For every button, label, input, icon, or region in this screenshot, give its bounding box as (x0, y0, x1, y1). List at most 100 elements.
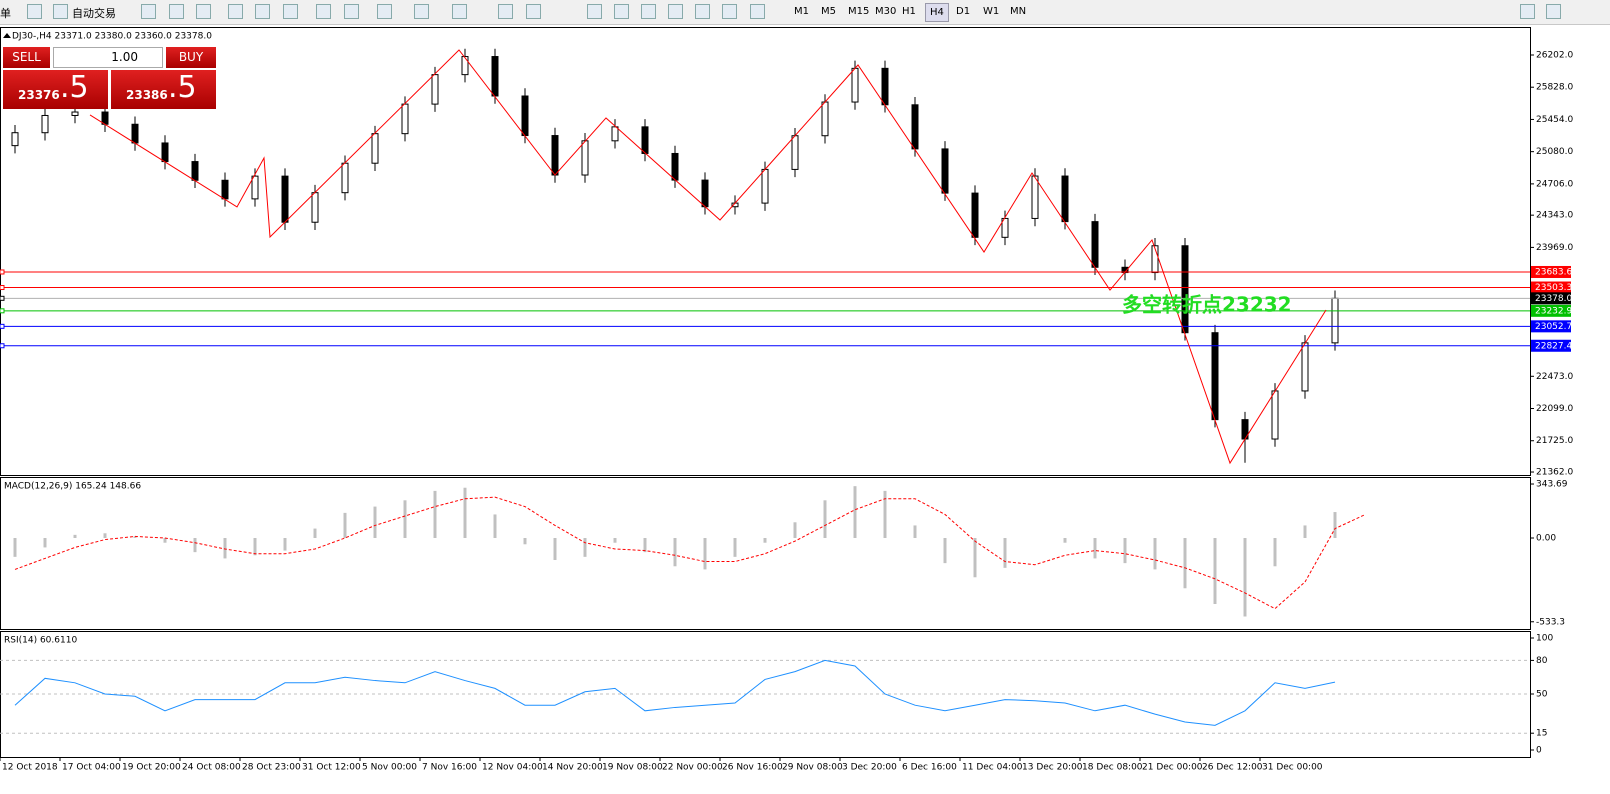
sell-price[interactable]: 23376.5 (3, 70, 108, 109)
icon[interactable] (452, 4, 467, 19)
timeframe[interactable]: H4 (925, 3, 949, 22)
x-tick-label: 24 Oct 08:00 (182, 763, 241, 773)
x-tick-label: 13 Dec 20:00 (1022, 763, 1083, 773)
icon[interactable] (53, 4, 68, 19)
y-tick-label: 343.69 (1536, 480, 1568, 490)
timeframe[interactable]: MN (1010, 6, 1027, 17)
icon[interactable] (1520, 4, 1535, 19)
panel-border (0, 27, 1531, 476)
icon[interactable] (722, 4, 737, 19)
candle-body (1001, 217, 1009, 238)
candle-body (911, 104, 919, 150)
candle-body (1031, 175, 1039, 219)
level-label-bg (1531, 320, 1571, 333)
timeframe[interactable]: D1 (956, 6, 971, 17)
icon[interactable] (750, 4, 765, 19)
icon[interactable] (255, 4, 270, 19)
candle-body (881, 67, 889, 106)
icon[interactable] (498, 4, 513, 19)
y-tick-label: 100 (1536, 634, 1553, 644)
price-frac: .5 (168, 70, 197, 105)
candle-body (491, 56, 499, 97)
auto-trade[interactable]: 自动交易 (72, 7, 116, 20)
y-tick-label: 80 (1536, 656, 1548, 666)
icon[interactable] (377, 4, 392, 19)
level-label: 22827.4 (1535, 341, 1572, 351)
sell-button[interactable]: SELL (3, 47, 50, 68)
icon[interactable] (587, 4, 602, 19)
candle-body (1331, 297, 1339, 344)
candle-body (401, 103, 409, 135)
timeframe[interactable]: W1 (983, 6, 1000, 17)
timeframe[interactable]: M1 (794, 6, 809, 17)
icon[interactable] (614, 4, 629, 19)
y-tick-label: 22099.0 (1536, 404, 1573, 414)
level-label: 23378.0 (1535, 294, 1572, 304)
trade-panel: SELL 1.00 BUY 23376.5 23386.5 (3, 47, 216, 109)
timeframe[interactable]: H1 (902, 6, 916, 17)
candle-body (41, 114, 49, 134)
candle-body (71, 111, 79, 116)
candle-body (701, 179, 709, 208)
y-tick-label: 21725.0 (1536, 436, 1573, 446)
candle-body (191, 161, 199, 181)
candle-body (1061, 175, 1069, 223)
level-marker (0, 308, 5, 314)
icon[interactable] (1546, 4, 1561, 19)
candle-body (851, 67, 859, 103)
icon[interactable] (316, 4, 331, 19)
candle-body (251, 175, 259, 200)
candle-body (281, 175, 289, 223)
candle-body (971, 192, 979, 238)
icon[interactable] (228, 4, 243, 19)
toolbar: 单 自动交易 M1 M5 M15 M30 H1 H4 D1 W1 MN (0, 0, 1610, 25)
icon[interactable] (695, 4, 710, 19)
candle-body (311, 192, 319, 223)
level-marker (0, 323, 5, 329)
x-tick-label: 12 Oct 2018 (2, 763, 58, 773)
timeframe[interactable]: M30 (875, 6, 897, 17)
candle-body (1181, 245, 1189, 334)
icon[interactable] (196, 4, 211, 19)
x-tick-label: 17 Oct 04:00 (62, 763, 121, 773)
candle-body (671, 152, 679, 181)
level-marker (0, 343, 5, 349)
buy-button[interactable]: BUY (166, 47, 216, 68)
candle-body (221, 179, 229, 200)
candle-body (101, 111, 109, 125)
y-tick-label: 24706.0 (1536, 179, 1573, 189)
buy-price[interactable]: 23386.5 (111, 70, 216, 109)
timeframe[interactable]: M5 (821, 6, 836, 17)
icon[interactable] (169, 4, 184, 19)
candle-body (1271, 390, 1279, 440)
icon[interactable] (668, 4, 683, 19)
y-tick-label: 0 (1536, 746, 1542, 756)
icon[interactable] (141, 4, 156, 19)
icon[interactable] (344, 4, 359, 19)
candle-body (371, 133, 379, 164)
signal-line (14, 496, 1366, 610)
icon[interactable] (641, 4, 656, 19)
x-tick-label: 26 Dec 12:00 (1202, 763, 1263, 773)
level-marker (0, 295, 5, 301)
level-label: 23683.6 (1535, 267, 1572, 277)
icon[interactable] (283, 4, 298, 19)
icon[interactable] (526, 4, 541, 19)
x-tick-label: 26 Nov 16:00 (722, 763, 783, 773)
menu-tail[interactable]: 单 (0, 7, 11, 20)
price-main: 23376 (18, 88, 60, 102)
x-tick-label: 7 Nov 16:00 (422, 763, 477, 773)
y-tick-label: 21362.0 (1536, 468, 1573, 478)
y-tick-label: 25080.0 (1536, 147, 1573, 157)
lot-input[interactable]: 1.00 (53, 47, 163, 68)
y-tick-label: 15 (1536, 729, 1547, 739)
x-tick-label: 22 Nov 00:00 (662, 763, 723, 773)
x-tick-label: 31 Oct 12:00 (302, 763, 361, 773)
icon[interactable] (27, 4, 42, 19)
icon[interactable] (414, 4, 429, 19)
price-main: 23386 (126, 88, 168, 102)
timeframe[interactable]: M15 (848, 6, 870, 17)
level-label-bg (1531, 339, 1571, 352)
panel-title: DJ30-,H4 23371.0 23380.0 23360.0 23378.0 (12, 32, 212, 42)
